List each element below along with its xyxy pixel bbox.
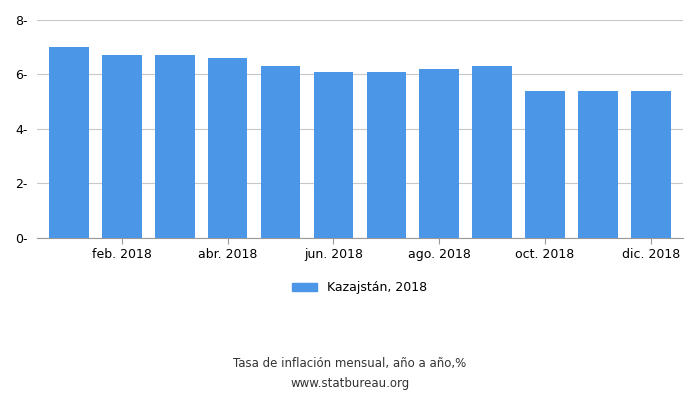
Text: Tasa de inflación mensual, año a año,%: Tasa de inflación mensual, año a año,% bbox=[233, 358, 467, 370]
Bar bbox=[473, 66, 512, 238]
Bar bbox=[314, 72, 354, 238]
Bar bbox=[102, 55, 141, 238]
Bar bbox=[525, 91, 565, 238]
Bar bbox=[419, 69, 459, 238]
Bar bbox=[260, 66, 300, 238]
Bar bbox=[578, 91, 618, 238]
Bar bbox=[208, 58, 248, 238]
Bar bbox=[155, 55, 195, 238]
Bar bbox=[367, 72, 406, 238]
Bar bbox=[631, 91, 671, 238]
Legend: Kazajstán, 2018: Kazajstán, 2018 bbox=[287, 276, 433, 300]
Bar bbox=[49, 47, 89, 238]
Text: www.statbureau.org: www.statbureau.org bbox=[290, 378, 410, 390]
